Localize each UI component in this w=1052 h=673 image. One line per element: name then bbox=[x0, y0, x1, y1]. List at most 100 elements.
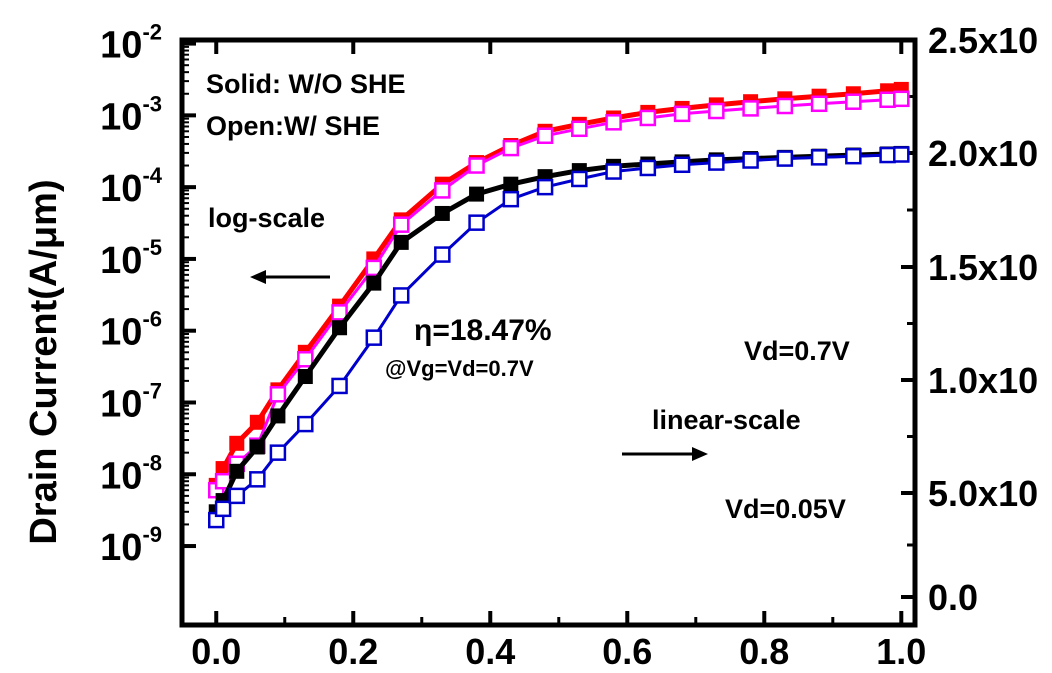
right-arrow-icon bbox=[622, 447, 708, 461]
data-point-open bbox=[434, 246, 451, 263]
data-point-filled bbox=[434, 205, 450, 221]
y-left-tick-exp: -4 bbox=[142, 163, 162, 188]
y-right-tick-label: 1.5x10 bbox=[928, 247, 1038, 288]
data-point-open bbox=[810, 95, 828, 113]
data-point-open bbox=[879, 91, 896, 109]
data-point-open bbox=[502, 190, 520, 208]
y-left-tick-exp: -8 bbox=[142, 450, 162, 475]
data-point-open bbox=[331, 377, 348, 395]
data-point-filled bbox=[366, 275, 382, 291]
data-point-open bbox=[776, 97, 794, 115]
data-point-open bbox=[893, 90, 910, 108]
y-left-tick-base: 10 bbox=[100, 96, 142, 138]
log-scale-label: log-scale bbox=[208, 203, 325, 233]
x-tick-label: 0.6 bbox=[602, 631, 652, 672]
linear-scale-label: linear-scale bbox=[652, 405, 801, 435]
data-point-open bbox=[673, 156, 691, 174]
data-point-open bbox=[228, 487, 246, 505]
data-point-open bbox=[269, 444, 287, 461]
data-point-open bbox=[571, 120, 588, 138]
data-point-open bbox=[673, 105, 691, 123]
y-left-tick-exp: -7 bbox=[142, 378, 162, 403]
data-point-filled bbox=[503, 176, 519, 192]
x-tick-label: 0.4 bbox=[465, 631, 515, 672]
data-point-open bbox=[269, 386, 287, 403]
y-left-tick-label: 10-9 bbox=[100, 522, 162, 569]
data-point-open bbox=[605, 163, 622, 180]
y-left-tick-exp: -3 bbox=[142, 91, 162, 116]
y-left-tick-base: 10 bbox=[100, 455, 142, 497]
vd-low-label: Vd=0.05V bbox=[725, 494, 846, 524]
data-point-open bbox=[392, 287, 410, 304]
y-left-tick-exp: -9 bbox=[142, 522, 162, 547]
series-3 bbox=[208, 146, 910, 529]
y-right-tick-label: 1.0x10 bbox=[928, 360, 1038, 401]
x-tick-label: 0.2 bbox=[328, 631, 378, 672]
y-left-tick-label: 10-2 bbox=[100, 20, 162, 67]
y-left-tick-label: 10-8 bbox=[100, 450, 162, 497]
data-point-open bbox=[742, 152, 759, 169]
data-point-open bbox=[742, 100, 759, 117]
data-point-open bbox=[536, 178, 554, 196]
data-point-open bbox=[571, 170, 588, 188]
y-left-tick-label: 10-4 bbox=[100, 163, 163, 210]
y-left-tick-label: 10-5 bbox=[100, 235, 162, 282]
data-point-open bbox=[845, 93, 862, 110]
data-point-open bbox=[502, 139, 520, 157]
y-left-tick-base: 10 bbox=[100, 527, 142, 569]
data-point-open bbox=[365, 329, 383, 346]
data-point-open bbox=[249, 471, 266, 488]
series-1 bbox=[208, 90, 910, 499]
x-tick-label: 0.8 bbox=[739, 631, 789, 672]
data-point-open bbox=[708, 154, 725, 171]
series-0 bbox=[208, 81, 909, 493]
y-left-tick-exp: -5 bbox=[142, 235, 162, 260]
data-point-open bbox=[434, 182, 451, 199]
y-left-tick-label: 10-6 bbox=[100, 307, 162, 354]
y-right-tick-label: 2.5x10 bbox=[928, 20, 1038, 61]
y-left-tick-base: 10 bbox=[100, 240, 142, 282]
data-point-open bbox=[776, 150, 794, 167]
eta-condition-label: @Vg=Vd=0.7V bbox=[385, 356, 534, 381]
data-point-open bbox=[297, 351, 314, 368]
data-point-filled bbox=[229, 463, 245, 479]
y-left-tick-exp: -2 bbox=[142, 20, 162, 45]
vd-high-label: Vd=0.7V bbox=[744, 336, 850, 366]
data-point-open bbox=[708, 102, 725, 120]
data-point-open bbox=[214, 500, 232, 518]
y-right-tick-label: 0.0 bbox=[928, 577, 978, 618]
left-arrow-icon bbox=[250, 270, 330, 284]
y-axis-left-title: Drain Current(A/μm) bbox=[23, 179, 65, 544]
data-point-open bbox=[810, 149, 828, 166]
data-point-filled bbox=[249, 439, 265, 455]
legend-solid-label: Solid: W/O SHE bbox=[206, 69, 406, 99]
data-point-filled bbox=[270, 408, 286, 424]
data-point-open bbox=[639, 109, 657, 127]
y-left-tick-label: 10-7 bbox=[100, 378, 162, 425]
data-point-open bbox=[468, 214, 485, 231]
x-tick-label: 1.0 bbox=[876, 631, 926, 672]
y-left-tick-base: 10 bbox=[100, 25, 142, 67]
legend-open-label: Open:W/ SHE bbox=[206, 111, 380, 141]
y-left-tick-base: 10 bbox=[100, 168, 142, 210]
data-point-open bbox=[639, 159, 657, 177]
data-point-filled bbox=[229, 435, 245, 451]
data-point-open bbox=[468, 157, 485, 174]
data-point-open bbox=[365, 259, 383, 277]
axis-ticks: 0.0 0.2 0.4 0.6 0.8 1.010-210-310-410-510-610… bbox=[100, 20, 1038, 672]
x-tick-label: 0.0 bbox=[191, 631, 241, 672]
data-point-open bbox=[536, 127, 554, 145]
y-right-tick-label: 5.0x10 bbox=[928, 473, 1038, 514]
y-right-tick-label: 2.0x10 bbox=[928, 133, 1038, 174]
y-left-tick-base: 10 bbox=[100, 312, 142, 354]
data-point-open bbox=[879, 146, 896, 164]
y-left-tick-base: 10 bbox=[100, 383, 142, 425]
data-point-open bbox=[331, 304, 348, 321]
data-point-open bbox=[297, 415, 314, 433]
data-point-open bbox=[392, 216, 410, 233]
data-point-open bbox=[845, 147, 862, 165]
data-point-open bbox=[605, 114, 622, 131]
eta-label: η=18.47% bbox=[414, 314, 552, 347]
